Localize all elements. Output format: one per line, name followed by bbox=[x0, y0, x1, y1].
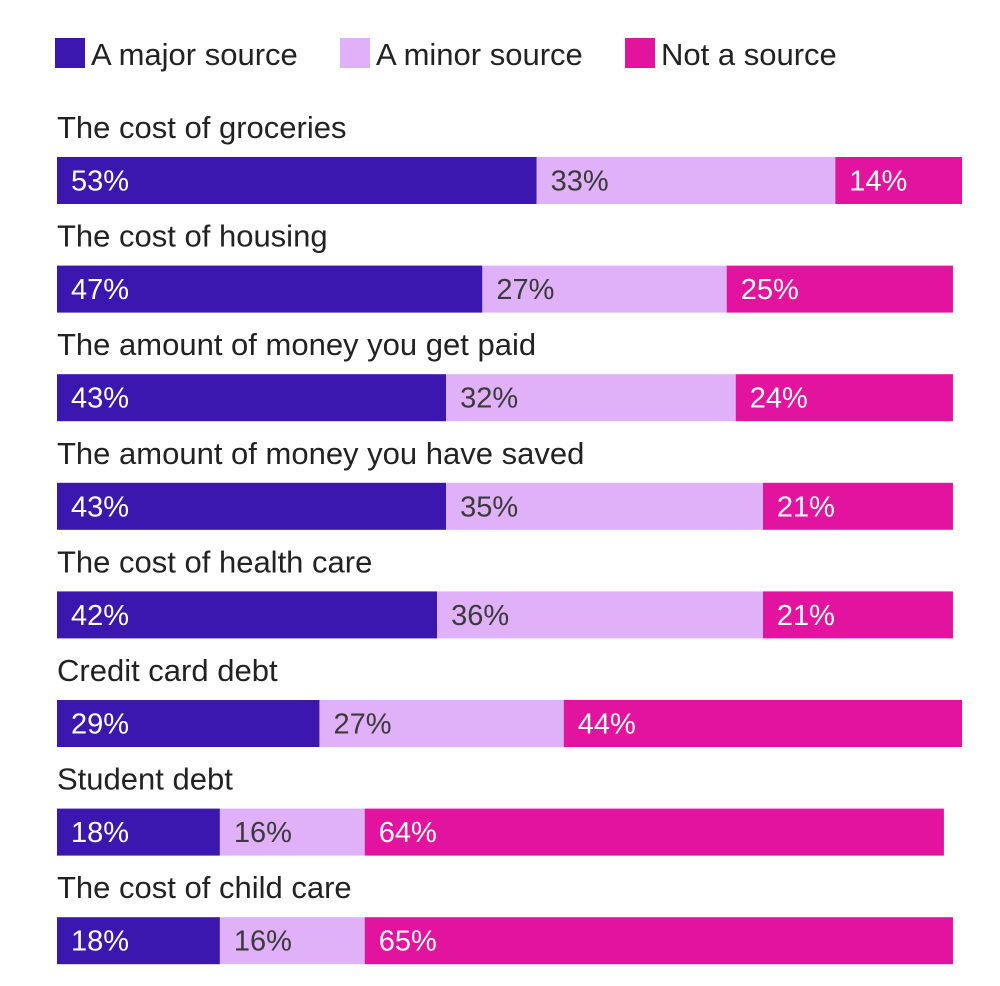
bar-segment-a-minor-source bbox=[446, 374, 736, 422]
data-label-a-minor-source: 16% bbox=[234, 817, 292, 849]
row-the-cost-of-health-care: The cost of health care 42% 36% 21% bbox=[57, 544, 953, 639]
data-label-not-a-source: 21% bbox=[777, 600, 835, 632]
bar-segment-not-a-source bbox=[726, 265, 953, 313]
bar-segment-a-minor-source bbox=[437, 591, 763, 639]
row-the-cost-of-child-care: The cost of child care 18% 16% 65% bbox=[57, 870, 953, 965]
bar-segment-a-major-source bbox=[57, 482, 447, 530]
data-label-a-major-source: 29% bbox=[71, 709, 129, 741]
legend-label-a-minor-source: A minor source bbox=[376, 37, 583, 72]
bar-segment-a-major-source bbox=[57, 374, 447, 422]
legend-item-a-minor-source: A minor source bbox=[340, 37, 583, 72]
category-label: The amount of money you get paid bbox=[57, 327, 536, 362]
bar-segment-not-a-source bbox=[762, 591, 953, 639]
legend: A major source A minor source Not a source bbox=[55, 37, 837, 72]
data-label-a-minor-source: 35% bbox=[460, 491, 518, 523]
category-label: The cost of housing bbox=[57, 219, 328, 254]
bar-segment-a-minor-source bbox=[319, 700, 564, 747]
bar-segment-a-major-source bbox=[57, 157, 537, 204]
bar-segment-a-major-source bbox=[57, 700, 320, 747]
data-label-a-minor-source: 27% bbox=[496, 274, 554, 306]
row-the-cost-of-groceries: The cost of groceries 53% 33% 14% bbox=[57, 110, 962, 204]
data-label-a-minor-source: 36% bbox=[451, 600, 509, 632]
bar-segment-not-a-source bbox=[735, 374, 953, 422]
category-label: Student debt bbox=[57, 762, 233, 797]
bar-segment-a-minor-source bbox=[482, 265, 727, 313]
data-label-a-major-source: 42% bbox=[71, 600, 129, 632]
data-label-a-major-source: 47% bbox=[71, 274, 129, 306]
bar-segment-a-major-source bbox=[57, 808, 220, 856]
bar-segment-not-a-source bbox=[364, 808, 944, 856]
data-label-not-a-source: 14% bbox=[849, 166, 907, 198]
category-label: Credit card debt bbox=[57, 653, 278, 688]
row-the-amount-of-money-you-get-paid: The amount of money you get paid 43% 32% 24… bbox=[57, 327, 953, 422]
bar-segment-a-minor-source bbox=[536, 157, 836, 204]
row-the-amount-of-money-you-have-saved: The amount of money you have saved 43% 35%… bbox=[57, 436, 953, 530]
data-label-a-minor-source: 16% bbox=[234, 926, 292, 958]
legend-label-a-major-source: A major source bbox=[91, 37, 298, 72]
bar-segment-a-major-source bbox=[57, 591, 438, 639]
bar-segment-a-major-source bbox=[57, 917, 220, 965]
legend-item-not-a-source: Not a source bbox=[625, 37, 837, 72]
data-label-not-a-source: 21% bbox=[777, 491, 835, 523]
data-label-not-a-source: 24% bbox=[750, 383, 808, 415]
data-label-not-a-source: 44% bbox=[578, 709, 636, 741]
legend-swatch-a-major-source bbox=[55, 38, 85, 68]
legend-label-not-a-source: Not a source bbox=[661, 37, 837, 72]
category-label: The cost of child care bbox=[57, 870, 352, 905]
data-label-a-minor-source: 32% bbox=[460, 383, 518, 415]
category-label: The cost of groceries bbox=[57, 110, 346, 145]
bar-segment-not-a-source bbox=[762, 482, 953, 530]
data-label-a-minor-source: 33% bbox=[551, 166, 609, 198]
data-label-not-a-source: 65% bbox=[379, 926, 437, 958]
data-label-a-major-source: 18% bbox=[71, 817, 129, 849]
legend-item-a-major-source: A major source bbox=[55, 37, 298, 72]
category-label: The amount of money you have saved bbox=[57, 436, 584, 471]
data-label-not-a-source: 25% bbox=[741, 274, 799, 306]
legend-swatch-not-a-source bbox=[625, 38, 655, 68]
data-label-a-minor-source: 27% bbox=[333, 709, 391, 741]
data-label-a-major-source: 53% bbox=[71, 166, 129, 198]
row-credit-card-debt: Credit card debt 29% 27% 44% bbox=[57, 653, 962, 747]
bar-segment-not-a-source bbox=[563, 700, 962, 747]
data-label-a-major-source: 43% bbox=[71, 491, 129, 523]
data-label-not-a-source: 64% bbox=[379, 817, 437, 849]
row-student-debt: Student debt 18% 16% 64% bbox=[57, 762, 944, 856]
bar-segment-a-minor-source bbox=[219, 917, 365, 965]
bar-segment-a-minor-source bbox=[446, 482, 763, 530]
data-label-a-major-source: 18% bbox=[71, 926, 129, 958]
legend-swatch-a-minor-source bbox=[340, 38, 370, 68]
data-label-a-major-source: 43% bbox=[71, 383, 129, 415]
row-the-cost-of-housing: The cost of housing 47% 27% 25% bbox=[57, 219, 953, 313]
bar-segment-not-a-source bbox=[364, 917, 953, 965]
category-label: The cost of health care bbox=[57, 544, 372, 579]
bar-segment-not-a-source bbox=[835, 157, 962, 204]
bar-segment-a-major-source bbox=[57, 265, 483, 313]
bar-segment-a-minor-source bbox=[219, 808, 365, 856]
